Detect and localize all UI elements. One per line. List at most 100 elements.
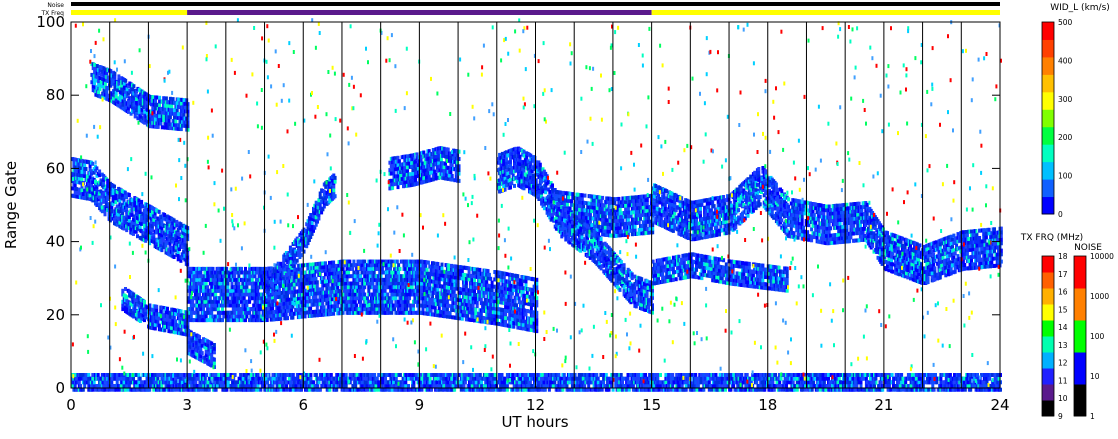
scatter-cell — [117, 212, 121, 217]
scatter-cell — [345, 299, 349, 304]
scatter-cell — [478, 315, 482, 320]
scatter-cell — [164, 243, 168, 248]
scatter-cell — [504, 183, 508, 188]
scatter-cell — [306, 303, 310, 308]
scatter-cell — [136, 116, 140, 121]
scatter-cell — [180, 320, 184, 325]
scatter-cell — [440, 262, 444, 267]
scatter-cell — [125, 206, 129, 211]
scatter-cell — [242, 296, 246, 301]
scatter-cell — [131, 94, 134, 99]
scatter-cell — [122, 208, 126, 213]
scatter-cell — [186, 116, 190, 121]
scatter-cell — [460, 269, 464, 274]
scatter-cell — [333, 179, 337, 184]
scatter-cell — [387, 270, 391, 275]
scatter-cell — [203, 359, 207, 364]
scatter-cell — [366, 270, 369, 275]
scatter-cell — [223, 296, 227, 301]
scatter-cell — [148, 241, 152, 246]
scatter-cell — [275, 285, 279, 290]
scatter-cell — [306, 281, 310, 286]
scatter-cell — [286, 316, 289, 321]
scatter-cell — [375, 266, 379, 271]
scatter-cell — [386, 277, 390, 282]
scatter-cell — [80, 184, 84, 189]
scatter-cell — [216, 270, 220, 275]
scatter-cell — [303, 288, 307, 293]
scatter-cell — [105, 89, 109, 94]
scatter-cell — [310, 288, 314, 293]
scatter-cell — [192, 332, 196, 336]
scatter-cell — [129, 111, 133, 116]
scatter-cell — [524, 319, 528, 324]
scatter-cell — [176, 253, 180, 258]
scatter-cell — [272, 313, 276, 318]
scatter-cell — [407, 161, 411, 166]
scatter-cell — [489, 276, 493, 281]
scatter-cell — [138, 206, 142, 211]
scatter-cell — [341, 277, 345, 282]
scatter-cell — [322, 204, 326, 209]
scatter-cell — [99, 80, 103, 85]
scatter-cell — [98, 68, 102, 73]
scatter-cell — [357, 259, 361, 264]
scatter-cell — [334, 300, 338, 305]
scatter-cell — [175, 101, 179, 106]
scatter-cell — [165, 221, 169, 226]
scatter-cell — [397, 263, 401, 268]
scatter-cell — [218, 288, 222, 293]
scatter-cell — [90, 80, 94, 85]
scatter-cell — [401, 285, 405, 290]
scatter-cell — [426, 260, 430, 265]
scatter-cell — [464, 284, 468, 289]
scatter-cell — [84, 167, 88, 171]
scatter-cell — [348, 259, 352, 264]
scatter-cell — [291, 304, 295, 309]
scatter-cell — [334, 274, 338, 279]
scatter-cell — [160, 226, 164, 231]
scatter-cell — [443, 292, 447, 297]
scatter-cell — [244, 266, 247, 271]
scatter-cell — [525, 290, 529, 295]
scatter-cell — [186, 229, 190, 234]
scatter-cell — [332, 188, 336, 193]
scatter-cell — [454, 293, 457, 298]
scatter-cell — [314, 302, 318, 307]
scatter-cell — [286, 308, 289, 313]
scatter-cell — [309, 262, 313, 267]
scatter-cell — [378, 307, 382, 312]
scatter-cell — [426, 311, 430, 316]
scatter-cell — [234, 292, 238, 297]
scatter-cell — [467, 310, 471, 315]
scatter-cell — [425, 267, 429, 272]
scatter-cell — [111, 194, 115, 199]
scatter-cell — [191, 296, 195, 301]
scatter-cell — [393, 167, 397, 172]
scatter-cell — [134, 222, 138, 227]
scatter-cell — [96, 182, 100, 187]
scatter-cell — [93, 62, 97, 67]
scatter-cell — [88, 167, 92, 172]
scatter-cell — [95, 74, 99, 79]
scatter-cell — [164, 122, 168, 126]
scatter-cell — [372, 270, 376, 275]
scatter-cell — [132, 314, 136, 319]
scatter-cell — [473, 270, 476, 275]
scatter-cell — [248, 310, 252, 315]
scatter-cell — [300, 314, 304, 319]
scatter-cell — [390, 299, 394, 304]
scatter-cell — [477, 282, 481, 287]
scatter-cell — [464, 280, 468, 285]
scatter-cell — [222, 314, 226, 319]
scatter-cell — [359, 285, 363, 290]
scatter-cell — [132, 310, 136, 315]
scatter-cell — [166, 317, 169, 322]
scatter-cell — [178, 247, 181, 252]
scatter-cell — [447, 303, 451, 308]
scatter-cell — [521, 319, 525, 324]
scatter-cell — [141, 233, 145, 238]
scatter-cell — [107, 194, 111, 199]
scatter-cell — [435, 165, 439, 170]
scatter-cell — [174, 122, 178, 127]
